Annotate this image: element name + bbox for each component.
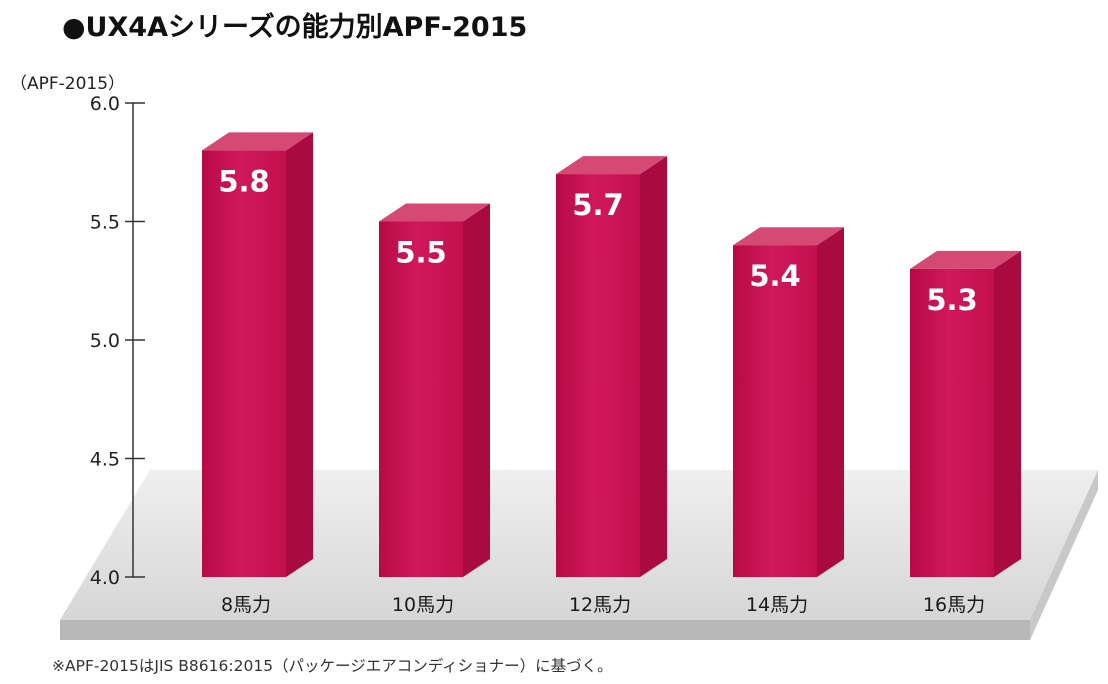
bar-side [463,203,490,577]
y-tick-label: 5.0 [90,330,120,352]
bar-value-label: 5.7 [572,188,623,222]
bar-top [556,156,667,175]
y-tick-label: 5.5 [90,212,120,234]
y-axis-unit-label: （APF-2015） [10,74,125,94]
y-tick-label: 4.5 [90,449,120,471]
floor-side-edge [1030,470,1098,640]
bar-side [817,227,844,577]
bar: 5.3 [910,250,1021,577]
bar-value-label: 5.4 [749,259,800,293]
bar: 5.5 [379,203,490,577]
bar-side [286,132,313,577]
bar-top [733,227,844,246]
bar: 5.8 [202,132,313,577]
bar-front [556,174,640,577]
bars: 5.8 5.5 5.7 5.4 5.3 [202,132,1021,577]
x-category-label: 12馬力 [569,594,631,616]
bar-top [379,203,490,222]
y-tick-label: 6.0 [90,93,120,115]
x-category-label: 16馬力 [923,594,985,616]
y-tick-label: 4.0 [90,567,120,589]
floor-front-edge [60,620,1030,640]
footnote: ※APF-2015はJIS B8616:2015（パッケージエアコンディショナー… [52,656,613,675]
bar: 5.4 [733,227,844,577]
bar: 5.7 [556,156,667,577]
x-category-label: 14馬力 [746,594,808,616]
y-axis: 4.0 4.5 5.0 5.5 6.0 [90,93,145,589]
x-category-label: 10馬力 [392,594,454,616]
bar-front [910,268,994,577]
bar-front [379,221,463,577]
x-axis-labels: 8馬力 10馬力 12馬力 14馬力 16馬力 [221,594,985,616]
chart-title: ●UX4Aシリーズの能力別APF-2015 [62,11,527,43]
bar-value-label: 5.3 [926,283,977,317]
bar-top [202,132,313,151]
bar-front [733,245,817,577]
bar-side [640,156,667,577]
bar-front [202,150,286,577]
bar-value-label: 5.8 [218,164,269,198]
bar-value-label: 5.5 [395,236,446,270]
x-category-label: 8馬力 [221,594,271,616]
bar-side [994,250,1021,577]
bar-top [910,250,1021,269]
